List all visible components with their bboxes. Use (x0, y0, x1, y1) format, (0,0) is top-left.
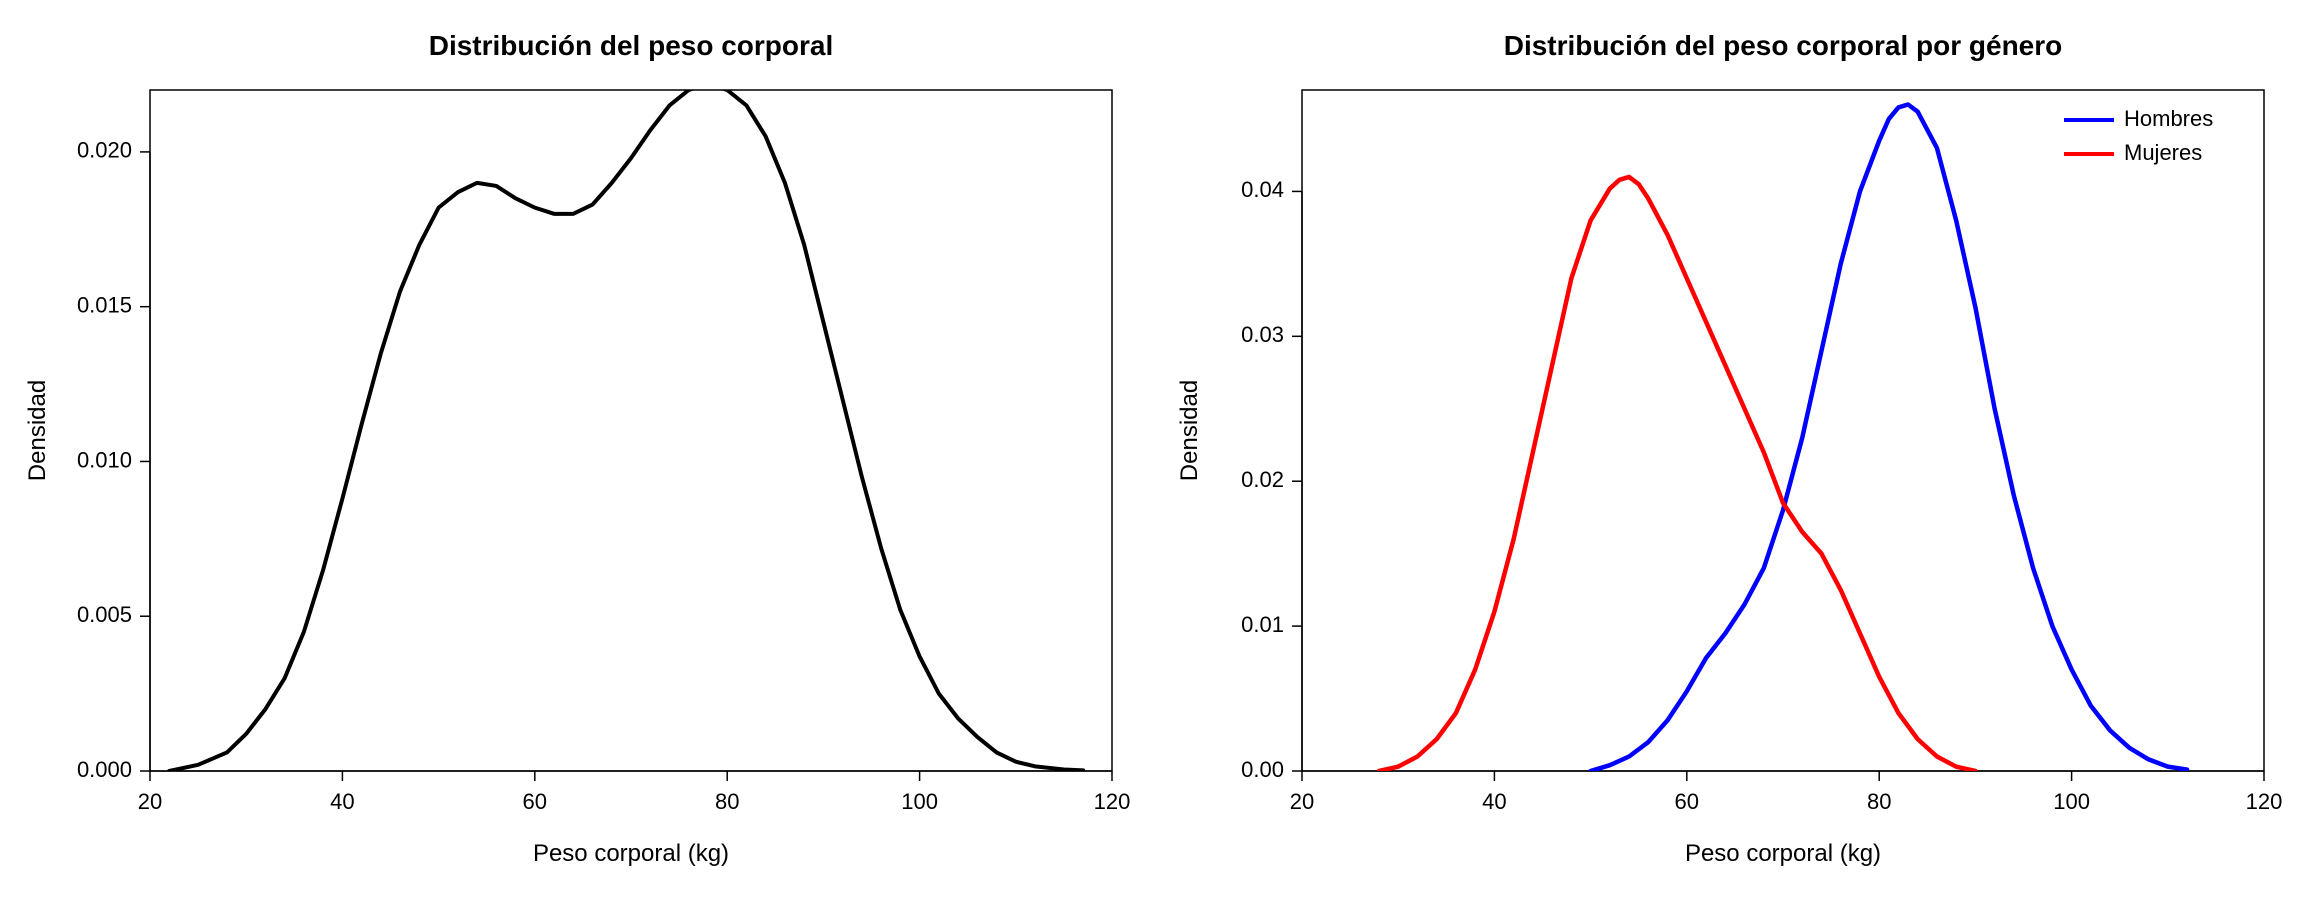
y-axis-label: Densidad (1176, 380, 1203, 481)
x-axis-label: Peso corporal (kg) (533, 840, 729, 867)
y-tick-label: 0.04 (1241, 177, 1284, 202)
x-tick-label: 120 (2246, 789, 2283, 814)
x-tick-label: 80 (715, 789, 739, 814)
y-tick-label: 0.010 (77, 447, 132, 472)
y-axis-label: Densidad (24, 380, 51, 481)
density-line-overall (169, 84, 1083, 771)
right-chart-svg: Distribución del peso corporal por géner… (1152, 0, 2304, 921)
figure-container: Distribución del peso corporal 20 40 60 80 10… (0, 0, 2304, 921)
x-tick-label: 120 (1094, 789, 1131, 814)
y-tick-label: 0.02 (1241, 467, 1284, 492)
x-tick-label: 60 (1675, 789, 1699, 814)
x-tick-label: 20 (1290, 789, 1314, 814)
y-tick-label: 0.020 (77, 138, 132, 163)
y-tick-label: 0.00 (1241, 757, 1284, 782)
left-panel: Distribución del peso corporal 20 40 60 80 10… (0, 0, 1152, 921)
x-tick-label: 40 (1482, 789, 1506, 814)
plot-border (1302, 90, 2264, 771)
y-tick-label: 0.01 (1241, 612, 1284, 637)
density-line-hombres (1591, 104, 2187, 771)
chart-title: Distribución del peso corporal (429, 30, 834, 61)
x-tick-label: 40 (330, 789, 354, 814)
right-panel: Distribución del peso corporal por géner… (1152, 0, 2304, 921)
plot-border (150, 90, 1112, 771)
x-tick-label: 100 (2053, 789, 2090, 814)
legend-label: Hombres (2124, 106, 2213, 131)
y-tick-label: 0.03 (1241, 322, 1284, 347)
x-tick-label: 60 (523, 789, 547, 814)
x-tick-label: 80 (1867, 789, 1891, 814)
x-axis-label: Peso corporal (kg) (1685, 840, 1881, 867)
y-tick-label: 0.000 (77, 757, 132, 782)
left-chart-svg: Distribución del peso corporal 20 40 60 80 10… (0, 0, 1152, 921)
legend-label: Mujeres (2124, 140, 2202, 165)
density-line-mujeres (1379, 177, 1975, 771)
x-tick-label: 100 (901, 789, 938, 814)
chart-title: Distribución del peso corporal por géner… (1504, 30, 2063, 61)
y-tick-label: 0.015 (77, 292, 132, 317)
y-tick-label: 0.005 (77, 602, 132, 627)
x-tick-label: 20 (138, 789, 162, 814)
